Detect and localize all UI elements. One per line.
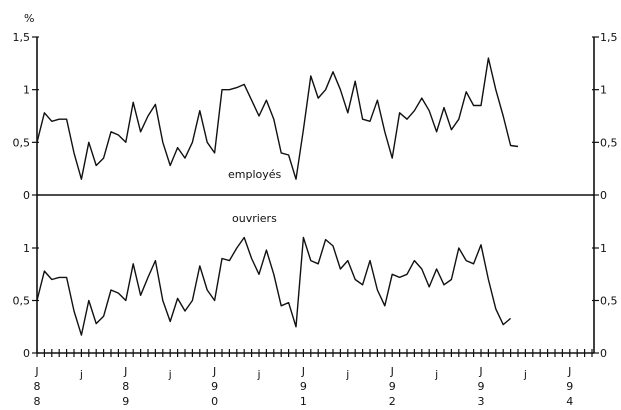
ytick-label-right-0-1: 0,5	[600, 136, 618, 149]
ytick-label-right-0-0: 0	[600, 189, 607, 202]
xtick-label-11-0: j	[523, 368, 527, 381]
xtick-label-6-0: J	[301, 365, 305, 378]
ytick-label-right-1-2: 1	[600, 242, 607, 255]
labels-group: % 0 0 0,5 0,5 1 1 1,5 1,5 0 0 0,5 0,5 1 1 employés ouvri…	[13, 12, 618, 408]
ytick-label-left-1-0: 0	[23, 347, 30, 360]
series-label-ouvriers: ouvriers	[232, 212, 277, 225]
xtick-label-7-0: j	[345, 368, 349, 381]
xtick-label-4-2: 0	[211, 395, 218, 408]
xtick-label-10-2: 3	[478, 395, 485, 408]
xtick-label-8-2: 2	[389, 395, 396, 408]
xtick-label-4-0: J	[212, 365, 216, 378]
axes	[32, 36, 599, 357]
series-group	[36, 57, 519, 336]
xtick-label-2-0: J	[123, 365, 127, 378]
ytick-label-left-0-0: 0	[23, 189, 30, 202]
unit-label: %	[24, 12, 34, 25]
xtick-label-8-0: J	[390, 365, 394, 378]
ytick-label-right-1-1: 0,5	[600, 295, 618, 308]
xtick-label-12-2: 4	[566, 395, 573, 408]
xtick-label-10-0: J	[478, 365, 482, 378]
xtick-label-12-1: 9	[566, 380, 573, 393]
xtick-label-2-1: 8	[122, 380, 129, 393]
xtick-label-0-0: J	[34, 365, 38, 378]
xtick-label-5-0: j	[256, 368, 260, 381]
ytick-label-right-0-2: 1	[600, 84, 607, 97]
xtick-label-6-1: 9	[300, 380, 307, 393]
ytick-label-left-0-2: 1	[23, 84, 30, 97]
xtick-label-12-0: J	[567, 365, 571, 378]
xtick-label-3-0: j	[168, 368, 172, 381]
xtick-label-6-2: 1	[300, 395, 307, 408]
series-line-ouvriers	[36, 236, 512, 336]
ytick-label-left-0-1: 0,5	[13, 136, 31, 149]
ytick-label-right-0-3: 1,5	[600, 31, 618, 44]
ytick-label-left-1-2: 1	[23, 242, 30, 255]
xtick-label-2-2: 9	[122, 395, 129, 408]
xtick-label-8-1: 9	[389, 380, 396, 393]
ytick-label-right-1-0: 0	[600, 347, 607, 360]
series-line-employes	[36, 57, 519, 180]
xtick-label-4-1: 9	[211, 380, 218, 393]
xtick-label-10-1: 9	[478, 380, 485, 393]
ytick-label-left-0-3: 1,5	[13, 31, 31, 44]
xtick-label-9-0: j	[434, 368, 438, 381]
xtick-label-1-0: j	[79, 368, 83, 381]
xtick-label-0-2: 8	[34, 395, 41, 408]
series-label-employes: employés	[228, 168, 282, 181]
xtick-label-0-1: 8	[34, 380, 41, 393]
ytick-label-left-1-1: 0,5	[13, 295, 31, 308]
